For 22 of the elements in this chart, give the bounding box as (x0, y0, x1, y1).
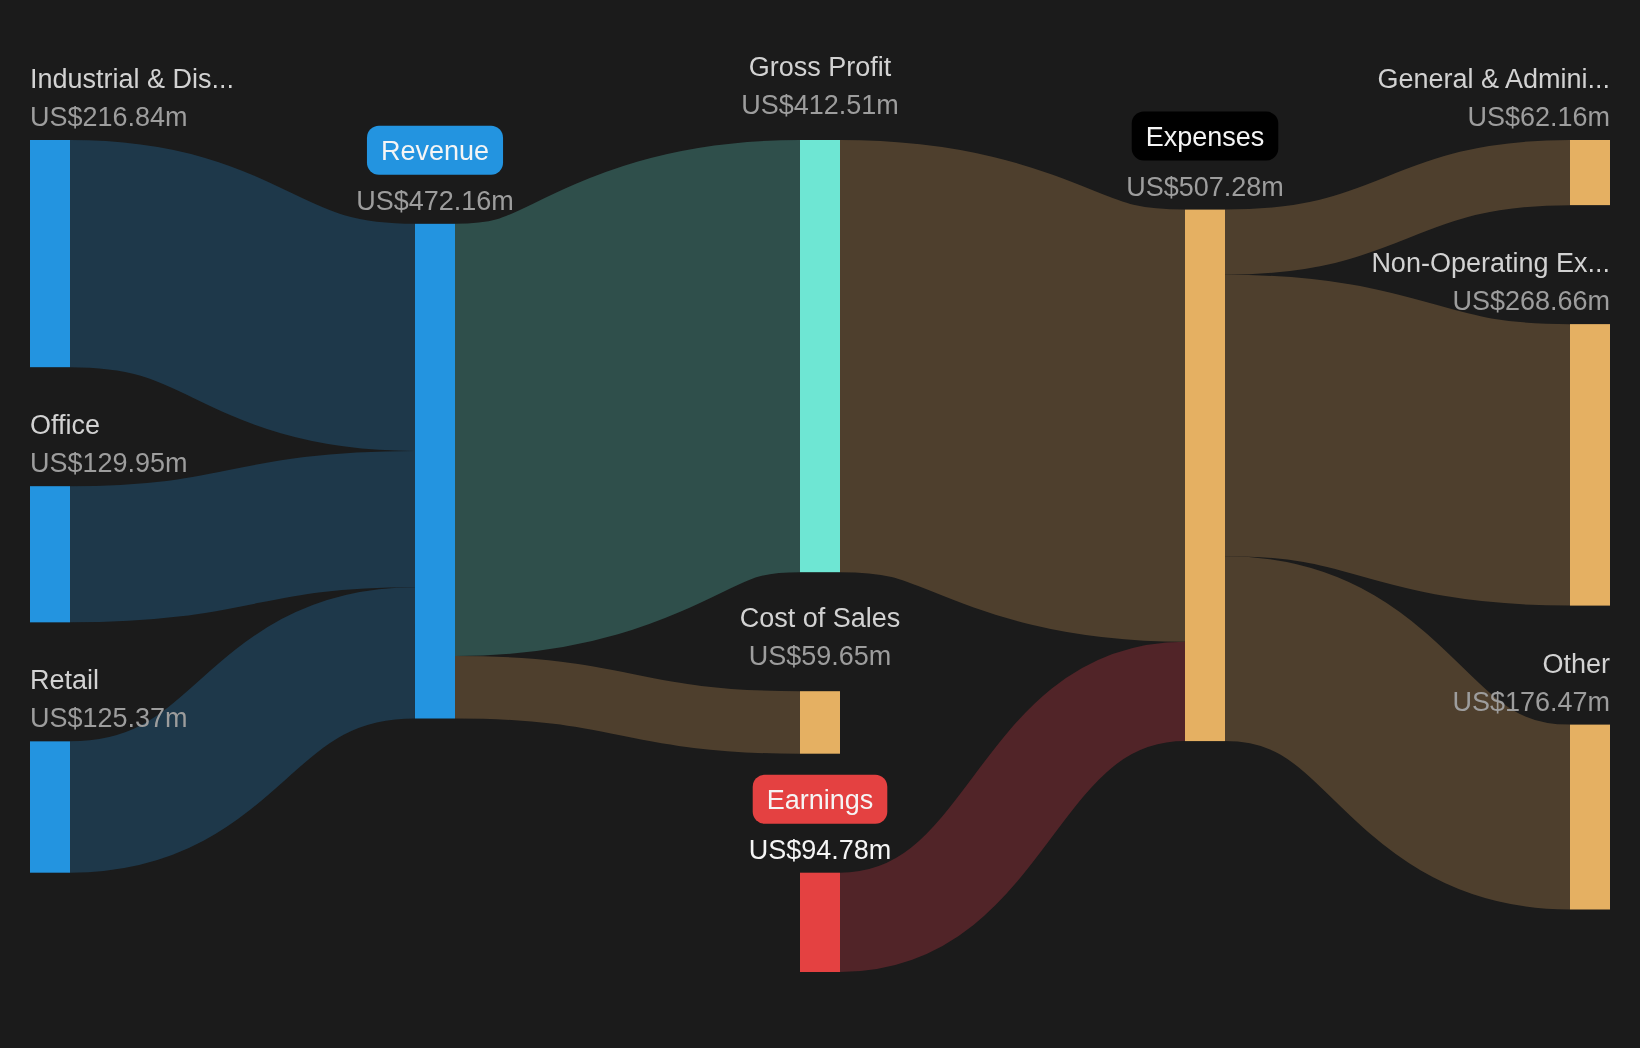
data-label: US$176.47m (1452, 686, 1610, 717)
data-label: US$59.65m (748, 641, 892, 672)
data-label: US$412.51m (741, 90, 899, 120)
data-label: US$216.84m (30, 102, 188, 132)
data-label: US$62.16m (1467, 102, 1610, 132)
category-label: Expenses (1145, 121, 1265, 152)
data-label: US$94.78m (748, 834, 892, 865)
category-label: Retail (30, 665, 100, 696)
category-label: Industrial & Dis... (30, 64, 235, 94)
category-label: Cost of Sales (739, 603, 901, 634)
data-label: US$472.16m (356, 185, 514, 216)
data-label: US$507.28m (1126, 171, 1284, 202)
data-label: US$125.37m (30, 703, 188, 734)
data-label: US$129.95m (30, 448, 188, 479)
category-label: Earnings (766, 784, 874, 815)
category-label: Other (1542, 648, 1610, 679)
category-label: Non-Operating Ex... (1371, 248, 1610, 279)
category-label: Office (30, 410, 101, 441)
data-label: US$268.66m (1452, 286, 1610, 317)
category-label: General & Admini... (1377, 64, 1610, 94)
category-label: Revenue (380, 135, 490, 166)
category-label: Gross Profit (748, 52, 892, 82)
